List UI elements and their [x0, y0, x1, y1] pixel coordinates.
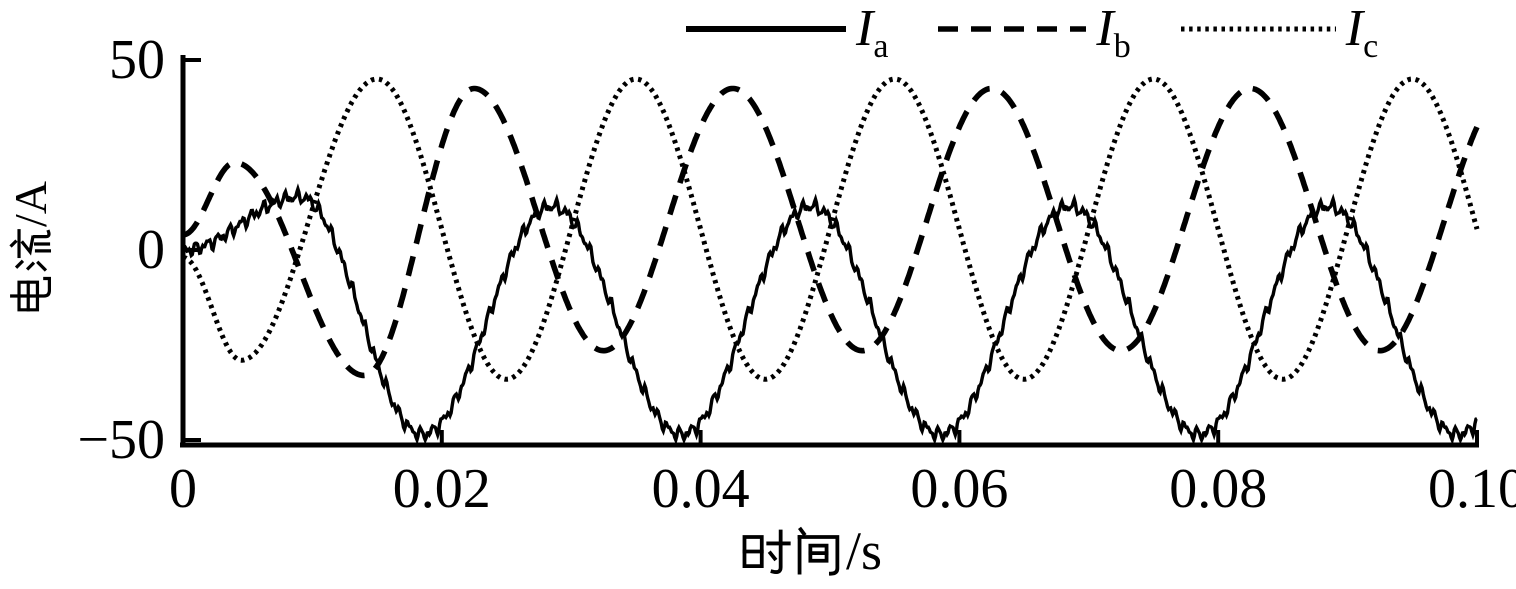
cjk-glyph [797, 526, 840, 576]
x-tick-label: 0.02 [392, 458, 491, 520]
cjk-glyph [10, 276, 52, 312]
cjk-glyph [742, 529, 791, 574]
y-tick-label: 0 [137, 219, 165, 281]
legend-dotted-line-sample [1180, 26, 1336, 32]
legend-item-b: Ib [938, 0, 1131, 65]
x-tick-label: 0.08 [1169, 458, 1268, 520]
y-tick-label: −50 [77, 409, 165, 471]
legend-label-b: Ib [1096, 0, 1131, 65]
x-axis-label: / s [738, 520, 882, 582]
y-tick-label: 50 [109, 29, 165, 91]
legend-item-c: Ic [1180, 0, 1379, 65]
legend-label-a: Ia [856, 0, 889, 65]
series-ib-curve [182, 85, 1480, 379]
axis-label-text: s [861, 521, 883, 581]
axis-label-text: / [846, 521, 862, 581]
cjk-glyph [9, 229, 52, 272]
series-ia-curve [182, 183, 1478, 446]
series-ic-curve [182, 76, 1480, 382]
axis-label-text: / [5, 214, 56, 228]
x-tick-label: 0.06 [910, 458, 1009, 520]
legend-dashed-line-sample [938, 26, 1087, 32]
x-tick-label: 0 [169, 458, 197, 520]
axis-label-text: A [5, 181, 56, 215]
legend: Ia Ib Ic [686, 0, 1379, 65]
x-tick-label: 0.04 [651, 458, 750, 520]
legend-item-a: Ia [686, 0, 889, 65]
legend-label-c: Ic [1345, 0, 1379, 65]
legend-solid-line-sample [686, 26, 846, 32]
y-axis-label: / A [3, 144, 59, 356]
x-tick-label: 0.10 [1428, 458, 1516, 520]
